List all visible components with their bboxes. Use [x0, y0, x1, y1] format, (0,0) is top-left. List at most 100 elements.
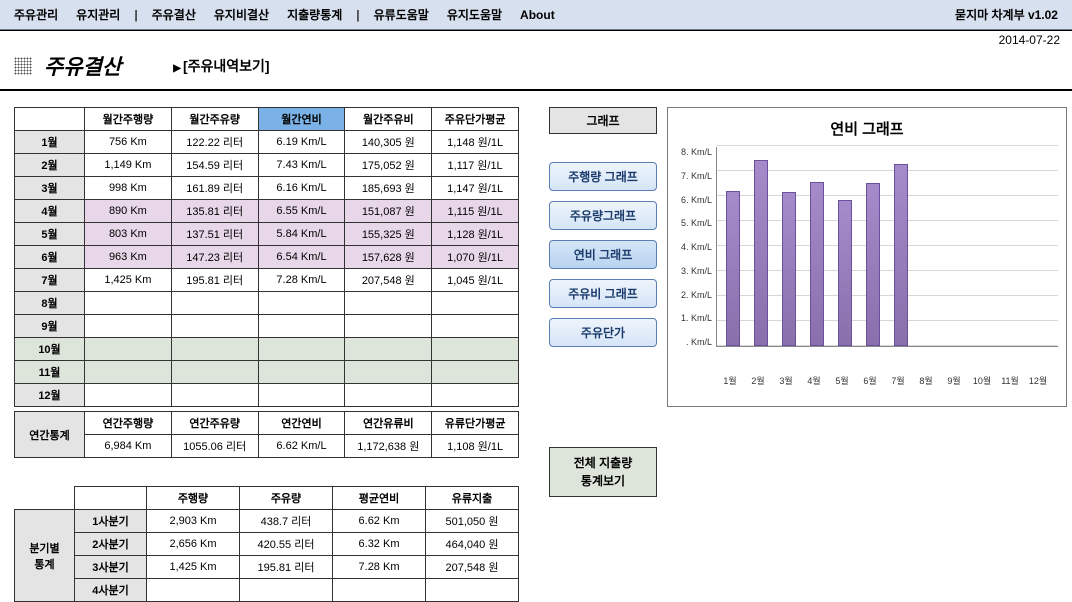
view-details-link[interactable]: [주유내역보기] [173, 56, 269, 76]
monthly-cell: 122.22 리터 [171, 131, 258, 154]
x-tick-label: 4월 [800, 374, 828, 387]
quarter-cell [333, 579, 426, 602]
y-tick-label: 1. Km/L [676, 313, 712, 323]
graph-type-button[interactable]: 주유량그래프 [549, 201, 657, 230]
monthly-cell: 1,045 원/1L [432, 269, 519, 292]
month-label: 8월 [15, 292, 85, 315]
quarter-cell: 2,903 Km [147, 510, 240, 533]
monthly-cell [345, 338, 432, 361]
graph-type-button[interactable]: 주행량 그래프 [549, 162, 657, 191]
menu-item-maint-settle[interactable]: 유지비결산 [208, 4, 275, 25]
monthly-cell [85, 338, 172, 361]
grid-line [717, 170, 1058, 171]
quarter-cell [240, 579, 333, 602]
graph-type-button[interactable]: 주유비 그래프 [549, 279, 657, 308]
graph-type-button[interactable]: 연비 그래프 [549, 240, 657, 269]
menu-item-fuel-help[interactable]: 유류도움말 [368, 4, 435, 25]
monthly-cell [85, 292, 172, 315]
x-tick-label: 1월 [716, 374, 744, 387]
quarter-cell [426, 579, 519, 602]
monthly-cell: 6.55 Km/L [258, 200, 345, 223]
menu-separator: | [132, 8, 139, 22]
monthly-cell [258, 315, 345, 338]
y-tick-label: . Km/L [676, 337, 712, 347]
monthly-cell [85, 361, 172, 384]
menu-item-expense-stats[interactable]: 지출량통계 [281, 4, 348, 25]
grid-line [717, 220, 1058, 221]
monthly-cell: 155,325 원 [345, 223, 432, 246]
monthly-col-header[interactable]: 월간연비 [258, 108, 345, 131]
month-label: 7월 [15, 269, 85, 292]
x-tick-label: 6월 [856, 374, 884, 387]
y-tick-label: 6. Km/L [676, 195, 712, 205]
monthly-cell [85, 315, 172, 338]
monthly-col-header[interactable]: 월간주유비 [345, 108, 432, 131]
graph-type-button[interactable]: 주유단가 [549, 318, 657, 347]
monthly-cell: 161.89 리터 [171, 177, 258, 200]
overall-stats-link[interactable]: 전체 지출량통계보기 [549, 447, 657, 497]
quarter-row-label: 4사분기 [75, 579, 147, 602]
menu-item-fuel-manage[interactable]: 주유관리 [8, 4, 64, 25]
monthly-col-header[interactable]: 월간주유량 [171, 108, 258, 131]
y-tick-label: 2. Km/L [676, 290, 712, 300]
quarter-cell: 1,425 Km [147, 556, 240, 579]
month-label: 1월 [15, 131, 85, 154]
quarter-cell: 6.32 Km [333, 533, 426, 556]
monthly-cell [432, 292, 519, 315]
quarter-cell: 438.7 리터 [240, 510, 333, 533]
quarter-row-label: 3사분기 [75, 556, 147, 579]
menu-item-maint-help[interactable]: 유지도움말 [441, 4, 508, 25]
grid-line [717, 195, 1058, 196]
monthly-cell: 6.16 Km/L [258, 177, 345, 200]
monthly-cell: 135.81 리터 [171, 200, 258, 223]
chart-title: 연비 그래프 [676, 118, 1058, 139]
menu-item-fuel-settle[interactable]: 주유결산 [146, 4, 202, 25]
date-display: 2014-07-22 [0, 30, 1072, 47]
chart-bar [782, 192, 796, 346]
monthly-cell: 7.28 Km/L [258, 269, 345, 292]
title-decoration-icon [14, 57, 32, 75]
monthly-cell [432, 315, 519, 338]
yearly-header: 연간주유량 [171, 412, 258, 435]
quarter-cell: 2,656 Km [147, 533, 240, 556]
monthly-cell [171, 315, 258, 338]
monthly-cell: 5.84 Km/L [258, 223, 345, 246]
menu-item-about[interactable]: About [514, 6, 561, 24]
y-tick-label: 5. Km/L [676, 218, 712, 228]
month-label: 3월 [15, 177, 85, 200]
chart-bar [866, 183, 880, 347]
quarter-cell [147, 579, 240, 602]
x-tick-label: 8월 [912, 374, 940, 387]
menu-separator: | [354, 8, 361, 22]
monthly-cell [258, 338, 345, 361]
x-tick-label: 7월 [884, 374, 912, 387]
monthly-cell: 756 Km [85, 131, 172, 154]
monthly-col-header[interactable]: 주유단가평균 [432, 108, 519, 131]
monthly-cell [345, 361, 432, 384]
monthly-cell [345, 315, 432, 338]
quarter-cell: 207,548 원 [426, 556, 519, 579]
monthly-cell [345, 384, 432, 407]
monthly-cell [171, 361, 258, 384]
quarter-row-label: 2사분기 [75, 533, 147, 556]
yearly-value: 1,172,638 원 [345, 435, 432, 458]
monthly-cell: 890 Km [85, 200, 172, 223]
monthly-cell: 1,128 원/1L [432, 223, 519, 246]
graph-panel-label: 그래프 [549, 107, 657, 134]
monthly-cell: 147.23 리터 [171, 246, 258, 269]
y-tick-label: 3. Km/L [676, 266, 712, 276]
quarter-row-label: 1사분기 [75, 510, 147, 533]
monthly-cell: 1,117 원/1L [432, 154, 519, 177]
x-tick-label: 10월 [968, 374, 996, 387]
chart-bar [726, 191, 740, 346]
monthly-cell: 803 Km [85, 223, 172, 246]
quarter-cell: 195.81 리터 [240, 556, 333, 579]
monthly-cell [171, 292, 258, 315]
monthly-col-header[interactable]: 월간주행량 [85, 108, 172, 131]
monthly-cell: 1,149 Km [85, 154, 172, 177]
monthly-cell: 154.59 리터 [171, 154, 258, 177]
quarter-header: 주유량 [240, 487, 333, 510]
menu-item-maint-manage[interactable]: 유지관리 [70, 4, 126, 25]
month-label: 2월 [15, 154, 85, 177]
monthly-cell: 157,628 원 [345, 246, 432, 269]
